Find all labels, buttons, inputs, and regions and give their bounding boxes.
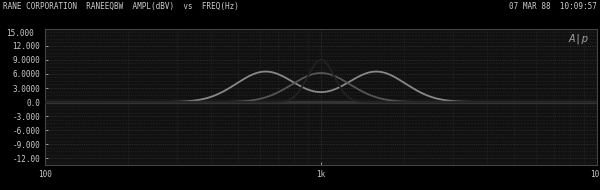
- Text: 15.000: 15.000: [7, 29, 34, 38]
- Text: RANE CORPORATION  RANEEQBW  AMPL(dBV)  vs  FREQ(Hz): RANE CORPORATION RANEEQBW AMPL(dBV) vs F…: [3, 2, 239, 11]
- Text: A|p: A|p: [568, 33, 589, 44]
- Text: 07 MAR 88  10:09:57: 07 MAR 88 10:09:57: [509, 2, 597, 11]
